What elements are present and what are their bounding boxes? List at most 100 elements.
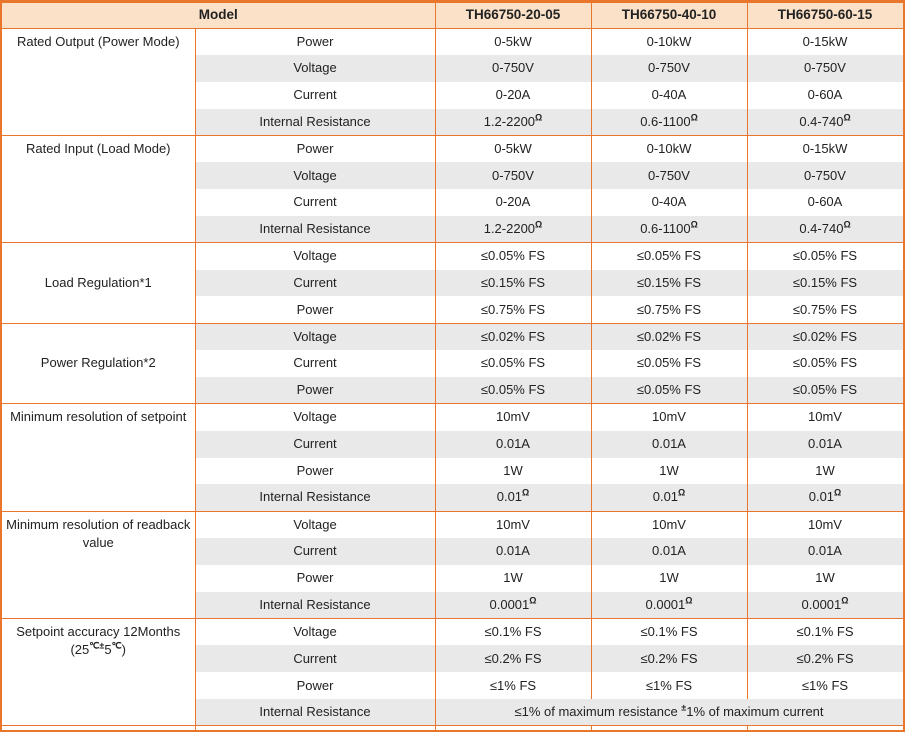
ohm-superscript: Ω <box>690 112 698 123</box>
text-part: (25 <box>70 642 90 658</box>
table-row: Power Regulation*2 Voltage ≤0.02% FS ≤0.… <box>2 322 903 404</box>
value-text: 0.0001 <box>801 596 842 612</box>
value-cell: ≤0.02% FS <box>747 322 903 351</box>
header-model-2: TH66750-40-10 <box>591 3 748 29</box>
value-cell: 0-750V <box>591 54 748 82</box>
table-row: Minimum resolution of setpoint Voltage 1… <box>2 403 903 512</box>
value-cell: ≤1% FS <box>591 672 748 700</box>
text-part: 5 <box>104 642 112 658</box>
param-cell: Power <box>195 27 436 55</box>
table-row: Power ≤1% FS ≤1% FS ≤1% FS <box>2 672 903 700</box>
value-cell: 0-750V <box>435 54 592 82</box>
group-rated-output: Rated Output (Power Mode) <box>2 27 196 136</box>
param-cell: Voltage <box>195 322 436 351</box>
group-min-resolution-setpoint: Minimum resolution of setpoint <box>2 403 196 512</box>
value-cell: 0-750V <box>435 162 592 190</box>
table-row: Power ≤0.05% FS ≤0.05% FS ≤0.05% FS <box>2 376 903 404</box>
param-cell: Internal Resistance <box>195 215 436 243</box>
ohm-superscript: Ω <box>841 595 849 606</box>
value-cell: 0-750V <box>591 162 748 190</box>
plusminus-superscript: ± <box>99 640 105 651</box>
value-cell: 0.01A <box>435 538 592 565</box>
value-cell: 0-750V <box>747 54 903 82</box>
value-cell: ≤0.05% FS <box>591 350 748 377</box>
value-cell: ≤0.1% FS <box>435 618 592 646</box>
value-cell: 0.01A <box>747 430 903 458</box>
empty-cell <box>435 725 592 730</box>
value-cell: ≤0.05% FS <box>591 376 748 404</box>
param-cell: Internal Resistance <box>195 591 436 619</box>
param-cell: Power <box>195 564 436 592</box>
table-row: Internal Resistance ≤1% of maximum resis… <box>2 699 903 726</box>
value-cell: ≤0.05% FS <box>435 350 592 377</box>
value-text: 0.01 <box>496 489 523 505</box>
value-cell: 0-20A <box>435 81 592 109</box>
value-cell: 0.4-740Ω <box>747 108 903 136</box>
value-cell: 0.01Ω <box>435 484 592 512</box>
group-setpoint-accuracy-line1: Setpoint accuracy 12Months <box>16 624 181 640</box>
value-cell: 0-60A <box>747 189 903 216</box>
value-cell: 10mV <box>591 510 748 539</box>
value-text: 1.2-2200 <box>483 220 536 236</box>
ohm-superscript: Ω <box>522 488 530 499</box>
table-row: Rated Output (Power Mode) Power 0-5kW 0-… <box>2 27 903 136</box>
value-cell: ≤0.15% FS <box>747 269 903 297</box>
value-cell: 0.01Ω <box>747 484 903 512</box>
value-text: 1.2-2200 <box>483 113 536 129</box>
table-header-row: Model TH66750-20-05 TH66750-40-10 TH6675… <box>2 3 903 29</box>
table-row: Current 0-20A 0-40A 0-60A <box>2 81 903 109</box>
text-part: ≤1% of maximum resistance <box>514 704 682 720</box>
value-cell: ≤0.05% FS <box>591 242 748 270</box>
value-cell: 1W <box>591 564 748 592</box>
ohm-superscript: Ω <box>529 595 537 606</box>
param-cell: Current <box>195 430 436 458</box>
value-cell: 0.01A <box>591 538 748 565</box>
value-cell: 0-10kW <box>591 27 748 55</box>
param-cell: Voltage <box>195 242 436 270</box>
param-cell: Current <box>195 81 436 109</box>
value-cell: ≤0.05% FS <box>435 376 592 404</box>
value-cell: ≤0.05% FS <box>747 242 903 270</box>
value-cell: 0.0001Ω <box>747 591 903 619</box>
table-row: Voltage 0-750V 0-750V 0-750V <box>2 54 903 82</box>
value-cell: ≤0.05% FS <box>435 242 592 270</box>
text-part: ) <box>121 642 127 658</box>
table-row: Current ≤0.2% FS ≤0.2% FS ≤0.2% FS <box>2 645 903 673</box>
table-row: Minimum resolution of readback value Vol… <box>2 510 903 619</box>
plusminus-superscript: ± <box>681 702 687 713</box>
param-cell: Voltage <box>195 403 436 431</box>
partial-cutoff-row <box>2 725 903 730</box>
table-row: Power 1W 1W 1W <box>2 564 903 592</box>
table-row: Current 0-20A 0-40A 0-60A <box>2 189 903 216</box>
value-cell: ≤0.15% FS <box>591 269 748 297</box>
value-cell: 0-15kW <box>747 134 903 163</box>
table-row: Internal Resistance 1.2-2200Ω 0.6-1100Ω … <box>2 108 903 136</box>
value-cell: 0-40A <box>591 81 748 109</box>
group-rated-input: Rated Input (Load Mode) <box>2 134 196 243</box>
group-setpoint-accuracy-line2: (25℃±5℃) <box>6 641 191 659</box>
ohm-superscript: Ω <box>690 219 698 230</box>
value-cell: 0-60A <box>747 81 903 109</box>
param-cell: Voltage <box>195 54 436 82</box>
table-row: Current ≤0.05% FS ≤0.05% FS ≤0.05% FS <box>2 350 903 377</box>
table-row: Current 0.01A 0.01A 0.01A <box>2 538 903 565</box>
value-text: 0.0001 <box>645 596 686 612</box>
value-text: 0.4-740 <box>799 113 844 129</box>
ohm-superscript: Ω <box>843 219 851 230</box>
value-cell: ≤0.75% FS <box>747 296 903 324</box>
table-row: Internal Resistance 0.01Ω 0.01Ω 0.01Ω <box>2 484 903 512</box>
param-cell: Voltage <box>195 162 436 190</box>
empty-cell <box>591 725 748 730</box>
value-cell: 0-15kW <box>747 27 903 55</box>
value-cell: 0.01A <box>435 430 592 458</box>
value-cell: ≤0.05% FS <box>747 350 903 377</box>
group-power-regulation: Power Regulation*2 <box>2 322 196 404</box>
value-cell: 1W <box>591 457 748 485</box>
value-text: 0.0001 <box>489 596 530 612</box>
header-model-label: Model <box>2 3 436 29</box>
param-cell: Current <box>195 350 436 377</box>
param-cell: Internal Resistance <box>195 108 436 136</box>
table-row: Current ≤0.15% FS ≤0.15% FS ≤0.15% FS <box>2 269 903 297</box>
value-cell: 0-5kW <box>435 27 592 55</box>
